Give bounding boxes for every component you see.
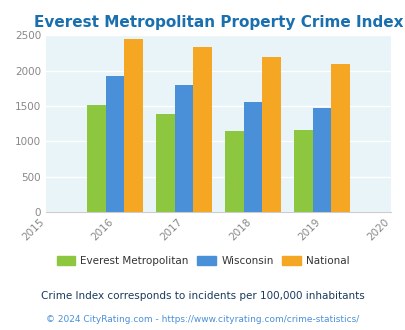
Bar bbox=[312, 108, 330, 212]
Bar bbox=[174, 85, 193, 212]
Bar bbox=[262, 56, 280, 212]
Bar bbox=[193, 47, 211, 212]
Bar bbox=[293, 130, 312, 212]
Text: © 2024 CityRating.com - https://www.cityrating.com/crime-statistics/: © 2024 CityRating.com - https://www.city… bbox=[46, 315, 359, 324]
Text: Crime Index corresponds to incidents per 100,000 inhabitants: Crime Index corresponds to incidents per… bbox=[41, 291, 364, 301]
Bar bbox=[330, 64, 349, 212]
Bar bbox=[224, 131, 243, 212]
Bar bbox=[124, 39, 143, 212]
Bar bbox=[156, 115, 174, 212]
Bar bbox=[106, 76, 124, 212]
Bar bbox=[243, 102, 262, 212]
Bar bbox=[87, 105, 106, 212]
Legend: Everest Metropolitan, Wisconsin, National: Everest Metropolitan, Wisconsin, Nationa… bbox=[52, 252, 353, 270]
Title: Everest Metropolitan Property Crime Index: Everest Metropolitan Property Crime Inde… bbox=[34, 15, 402, 30]
